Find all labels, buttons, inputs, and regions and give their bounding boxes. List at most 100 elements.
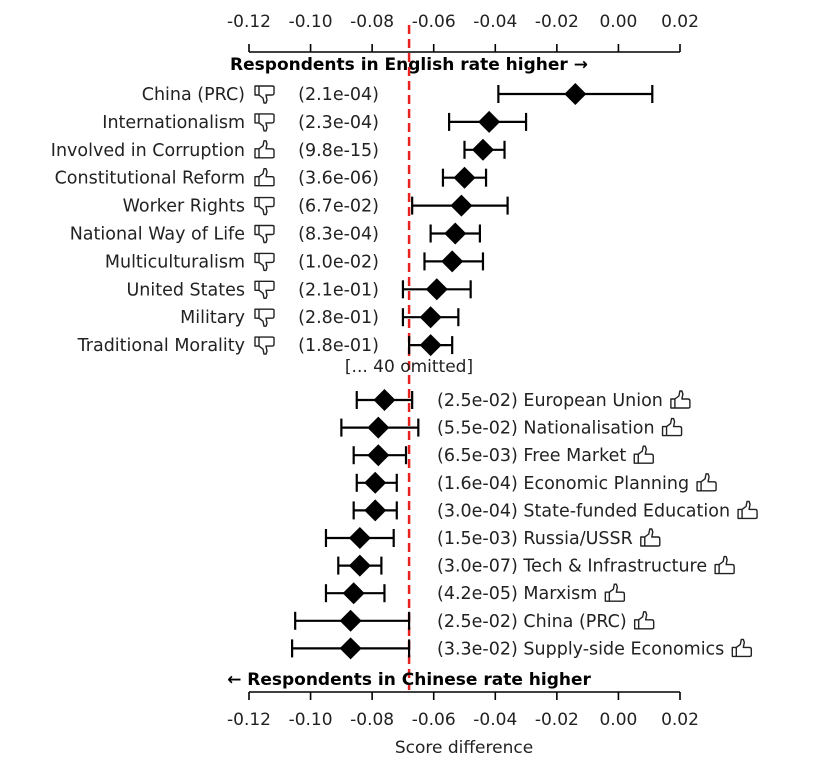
top-row: (8.3e-04) National Way of Life [70,222,481,245]
point-marker [478,110,501,133]
point-marker [373,389,396,411]
top-rows-group: (2.1e-04) China (PRC) (2.3e-04) Internation… [51,83,654,357]
x-axis-label: Score difference [395,738,533,758]
row-pvalue: (3.0e-04) [437,501,523,521]
top-tick-label: 0.02 [661,12,699,32]
thumbs-up-icon [670,390,691,409]
point-marker [444,222,467,245]
point-marker [367,416,390,439]
thumb-outline [696,473,717,492]
bottom-tick-label: -0.12 [227,710,271,730]
thumb-outline [254,196,275,216]
thumb-outline [670,390,691,409]
bottom-row: (3.0e-04) State-funded Education [352,499,758,522]
row-pvalue: (3.0e-07) [437,557,523,577]
point-marker [367,444,390,467]
omitted-note: [... 40 omitted] [345,357,473,377]
top-row: (2.1e-04) China (PRC) [142,83,654,105]
bottom-row: (4.2e-05) Marxism [324,582,626,605]
bottom-rows-group: (2.5e-02) European Union(5.5e-02) Nation… [291,389,758,660]
row-label: State-funded Education [523,501,730,521]
thumb-outline [604,583,626,602]
point-marker [339,609,362,632]
bottom-row: (3.3e-02) Supply-side Economics [291,637,753,660]
point-marker [471,138,494,161]
thumb-outline [254,280,275,299]
row-pvalue: (2.1e-04) [298,85,379,105]
point-marker [425,278,448,301]
thumb-outline [254,252,275,272]
thumbs-down-icon [254,252,275,272]
row-text: (5.5e-02) Nationalisation [437,419,655,439]
top-tick-label: -0.12 [227,12,271,32]
bottom-tick-label: 0.00 [599,710,637,730]
top-row: (1.8e-01) Traditional Morality [77,334,454,357]
bottom-row: (6.5e-03) Free Market [352,444,654,467]
bottom-tick-label: -0.02 [535,710,579,730]
point-marker [339,637,362,660]
top-tick-label: -0.08 [350,12,394,32]
point-marker [564,83,587,105]
thumb-outline [254,113,275,132]
point-marker [450,194,473,217]
row-label: Constitutional Reform [55,169,245,189]
row-text: (2.5e-02) China (PRC) [437,612,627,632]
top-row: (3.6e-06) Constitutional Reform [55,166,488,189]
row-label: Involved in Corruption [51,141,245,161]
bottom-tick-label: -0.08 [350,710,394,730]
bottom-header: ← Respondents in Chinese rate higher [227,670,591,690]
thumbs-up-icon [254,140,275,159]
row-label: Marxism [523,584,597,604]
bottom-x-axis: -0.12 -0.10 -0.08 -0.06 -0.04 -0.02 0.00 0.02 [227,691,699,730]
row-label: Supply-side Economics [523,639,724,659]
thumb-outline [254,167,275,187]
thumbs-up-icon [696,473,717,492]
bottom-tick-label: -0.06 [412,710,456,730]
row-label: Internationalism [102,113,245,133]
thumb-outline [737,500,758,520]
thumbs-down-icon [254,336,275,355]
point-marker [453,166,476,189]
thumb-outline [254,224,275,244]
top-row: (1.0e-02) Multiculturalism [105,250,485,273]
thumb-outline [731,638,753,658]
thumbs-up-icon [661,417,683,437]
point-marker [364,471,387,494]
thumbs-up-icon [633,611,655,630]
thumb-outline [661,417,683,437]
thumbs-up-icon [731,638,753,658]
row-label: Free Market [523,446,626,466]
row-text: (3.0e-04) State-funded Education [437,501,730,521]
top-row: (2.1e-01) United States [126,278,472,301]
bottom-tick-label: 0.02 [661,710,699,730]
thumbs-down-icon [254,308,275,327]
bottom-row: (1.6e-04) Economic Planning [355,471,717,494]
row-label: Tech & Infrastructure [522,557,707,577]
row-pvalue: (6.5e-03) [437,446,523,466]
row-pvalue: (1.0e-02) [298,252,379,272]
top-row: (6.7e-02) Worker Rights [123,194,509,217]
top-tick-label: -0.04 [473,12,517,32]
row-text: (6.5e-03) Free Market [437,446,626,466]
point-marker [364,499,387,522]
point-marker [419,334,442,357]
thumbs-up-icon [254,167,275,187]
thumbs-down-icon [254,280,275,299]
row-pvalue: (3.6e-06) [298,169,379,189]
row-pvalue: (8.3e-04) [298,225,379,245]
row-label: Multiculturalism [105,252,245,272]
thumbs-up-icon [714,555,735,575]
thumbs-up-icon [737,500,758,520]
thumb-outline [633,611,655,630]
thumbs-down-icon [254,113,275,132]
row-pvalue: (2.5e-02) [437,612,523,632]
row-label: Worker Rights [123,197,245,217]
row-label: Nationalisation [523,419,654,439]
thumbs-up-icon [640,528,661,547]
row-pvalue: (2.3e-04) [298,113,379,133]
top-row: (2.3e-04) Internationalism [102,110,528,133]
row-text: (3.3e-02) Supply-side Economics [437,639,724,659]
row-pvalue: (1.6e-04) [437,474,523,494]
point-marker [342,582,365,605]
